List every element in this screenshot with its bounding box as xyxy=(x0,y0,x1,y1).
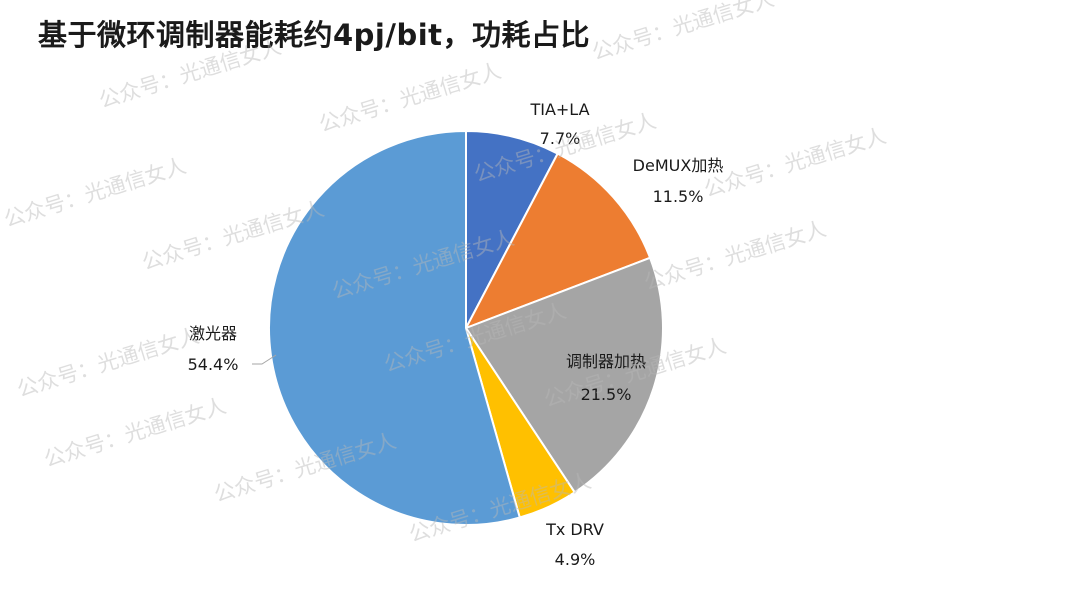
label-demux-name: DeMUX加热 xyxy=(633,156,724,175)
leader-line-laser xyxy=(252,354,277,365)
pie-slice-modulator-heating xyxy=(464,256,664,494)
label-tia-la-value: 7.7% xyxy=(540,129,581,148)
label-modulator-value: 21.5% xyxy=(581,385,632,404)
leader-lines xyxy=(252,354,277,365)
label-modulator-name: 调制器加热 xyxy=(566,352,646,371)
label-demux-value: 11.5% xyxy=(653,187,704,206)
pie-slice-tia-la xyxy=(465,129,559,329)
slide-title: 基于微环调制器能耗约4pj/bit，功耗占比 xyxy=(38,18,591,52)
label-tia-la-name: TIA+LA xyxy=(529,100,589,119)
label-laser-name: 激光器 xyxy=(189,324,237,343)
pie-slice-demux-heating xyxy=(463,152,652,330)
pie-slice-laser xyxy=(268,129,522,526)
label-txdrv-value: 4.9% xyxy=(555,550,596,569)
pie-slices xyxy=(268,129,664,526)
label-txdrv-name: Tx DRV xyxy=(545,520,604,539)
label-laser-value: 54.4% xyxy=(188,355,239,374)
